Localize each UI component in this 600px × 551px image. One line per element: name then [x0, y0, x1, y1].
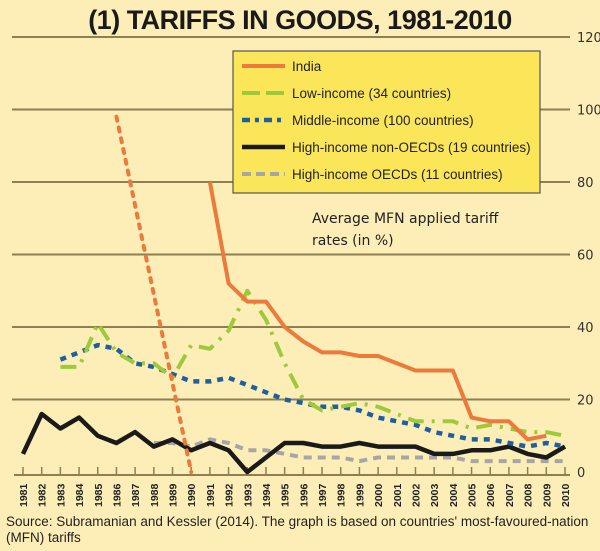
source-note: Source: Subramanian and Kessler (2014). … — [6, 514, 589, 545]
y-tick-label-80: 80 — [577, 176, 594, 191]
x-tick-label-1983: 1983 — [55, 483, 67, 507]
series-line-india-interpolated — [114, 114, 194, 474]
y-axis-label: Average MFN applied tariff rates (in %) — [312, 211, 499, 249]
x-tick-label-2006: 2006 — [485, 483, 497, 507]
legend-label-1: Low-income (34 countries) — [292, 86, 451, 101]
x-tick-label-2008: 2008 — [523, 483, 535, 507]
y-tick-label-60: 60 — [577, 249, 594, 264]
y-axis-label-line-1: Average MFN applied tariff — [312, 211, 499, 227]
x-tick-label-2004: 2004 — [448, 483, 460, 507]
x-tick-label-1989: 1989 — [168, 483, 180, 507]
x-tick-label-2010: 2010 — [560, 483, 572, 507]
y-tick-label-40: 40 — [577, 321, 594, 336]
series-line-high-income-oecds-11-countries — [153, 437, 565, 464]
x-tick-label-2001: 2001 — [392, 483, 404, 507]
x-tick-label-1985: 1985 — [93, 483, 105, 507]
x-tick-label-1993: 1993 — [242, 483, 254, 507]
x-tick-label-1984: 1984 — [74, 483, 86, 507]
chart-title: (1) TARIFFS IN GOODS, 1981-2010 — [88, 5, 512, 35]
x-tick-label-2000: 2000 — [373, 483, 385, 507]
x-tick-label-2003: 2003 — [429, 483, 441, 507]
legend: India Low-income (34 countries) Middle-inc… — [232, 50, 541, 194]
y-tick-label-100: 100 — [577, 104, 600, 119]
legend-box — [232, 50, 541, 194]
series-lines — [20, 114, 567, 475]
x-tick-label-1991: 1991 — [205, 483, 217, 507]
x-tick-label-1988: 1988 — [149, 483, 161, 507]
x-tick-label-2009: 2009 — [541, 483, 553, 507]
x-tick-label-2002: 2002 — [410, 483, 422, 507]
y-tick-label-0: 0 — [577, 466, 585, 481]
legend-label-3: High-income non-OECDs (19 countries) — [292, 140, 531, 155]
x-tick-label-2005: 2005 — [467, 483, 479, 507]
x-tick-label-1986: 1986 — [111, 483, 123, 507]
x-tick-label-1981: 1981 — [18, 483, 30, 507]
x-tick-label-1997: 1997 — [317, 483, 329, 507]
legend-label-0: India — [292, 59, 322, 74]
series-line-low-income-34-countries — [60, 288, 566, 438]
y-axis-ticks: 0 20 40 60 80 100 120 — [577, 31, 600, 481]
x-tick-label-1992: 1992 — [224, 483, 236, 507]
x-tick-label-1990: 1990 — [186, 483, 198, 507]
x-tick-label-1999: 1999 — [354, 483, 366, 507]
x-tick-label-2007: 2007 — [504, 483, 516, 507]
x-tick-label-1994: 1994 — [261, 483, 273, 507]
x-tick-label-1996: 1996 — [298, 483, 310, 507]
x-tick-label-1987: 1987 — [130, 483, 142, 507]
x-tick-label-1998: 1998 — [336, 483, 348, 507]
x-tick-label-1982: 1982 — [37, 483, 49, 507]
y-axis-label-line-2: rates (in %) — [312, 233, 394, 249]
legend-label-2: Middle-income (100 countries) — [292, 113, 474, 128]
x-tick-label-1995: 1995 — [280, 483, 292, 507]
series-line-high-income-non-oecds-19-countries — [20, 411, 567, 475]
y-tick-label-20: 20 — [577, 394, 594, 409]
x-axis: 1981 1982 1983 1984 1985 1986 1987 1988 1989 1990… — [14, 467, 572, 507]
y-tick-label-120: 120 — [577, 31, 600, 46]
legend-label-4: High-income OECDs (11 countries) — [292, 167, 503, 182]
